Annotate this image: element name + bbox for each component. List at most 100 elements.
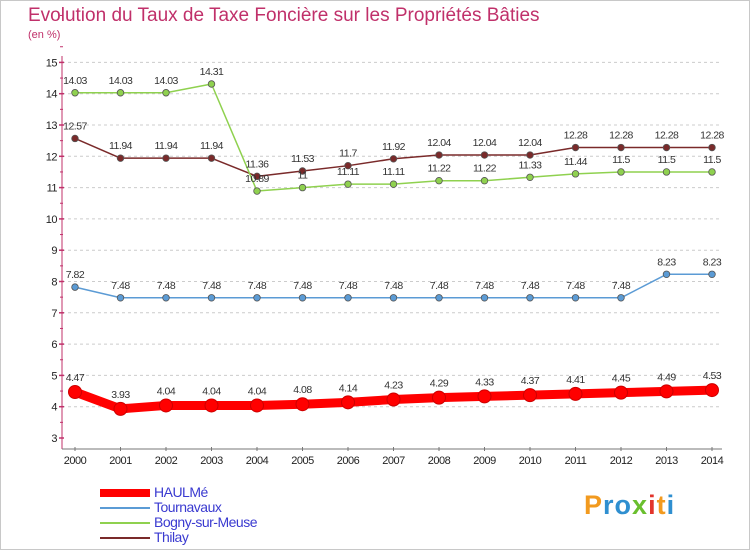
data-point	[571, 294, 580, 302]
data-point	[116, 89, 125, 97]
x-tick-label: 2009	[473, 455, 496, 467]
y-tick-label: 6	[51, 339, 57, 351]
data-point	[662, 270, 671, 279]
data-point	[659, 384, 674, 399]
data-point	[344, 161, 352, 170]
data-label: 7.48	[475, 280, 494, 292]
data-point	[113, 401, 128, 416]
data-point	[617, 168, 625, 176]
data-point	[614, 385, 628, 400]
data-label: 11.5	[658, 154, 676, 166]
data-label: 12.28	[700, 130, 724, 142]
data-label: 12.57	[63, 120, 87, 132]
data-labels: 12.57 11.94 11.94 11.94 11.36 11.53 11.7 11.92 1…	[63, 66, 725, 401]
data-label: 12.04	[473, 137, 497, 149]
y-tick-label: 3	[51, 433, 57, 445]
logo-letter: r	[603, 490, 615, 520]
data-label: 4.45	[612, 373, 631, 385]
data-label: 11.92	[382, 141, 406, 153]
logo-letter: P	[584, 490, 604, 520]
data-point	[480, 294, 489, 302]
data-point	[662, 143, 671, 152]
data-label: 11.11	[382, 166, 405, 178]
data-label: 11.22	[428, 163, 452, 175]
data-label: 11.33	[519, 159, 543, 171]
x-tick-label: 2000	[64, 455, 87, 467]
data-point	[480, 151, 489, 159]
data-point	[526, 151, 534, 159]
logo-letter: o	[614, 490, 633, 520]
data-label: 4.53	[703, 370, 722, 382]
data-point	[617, 143, 625, 152]
data-label: 11.94	[109, 140, 133, 152]
data-label: 4.04	[248, 385, 267, 397]
data-label: 12.28	[564, 130, 588, 142]
y-tick-label: 8	[51, 277, 57, 289]
data-point	[708, 168, 716, 176]
logo-letter: i	[648, 490, 657, 520]
legend-label: Tournavaux	[154, 499, 222, 515]
data-point	[389, 294, 398, 302]
data-label: 11.53	[291, 153, 315, 165]
data-label: 4.37	[521, 375, 540, 387]
data-label: 11.5	[703, 154, 721, 166]
x-tick-label: 2013	[655, 455, 678, 467]
x-tick-label: 2002	[155, 455, 178, 467]
x-tick-label: 2010	[519, 455, 542, 467]
data-label: 11.36	[246, 158, 270, 170]
y-axis-unit-label: (en %)	[28, 29, 61, 41]
data-point	[253, 294, 261, 302]
data-point	[435, 151, 443, 159]
data-label: 14.03	[109, 75, 133, 87]
x-tick-label: 2003	[200, 455, 223, 467]
data-label: 4.47	[66, 372, 85, 384]
data-point	[298, 167, 307, 175]
logo-letter: x	[632, 490, 649, 520]
data-point	[253, 187, 261, 195]
axes: 3 4 5 6 7 8 9 10 11 12 13 14 15 2000 2001 2002 2003 2004 2…	[46, 14, 724, 467]
x-tick-label: 2011	[565, 455, 587, 467]
data-point	[298, 294, 307, 302]
data-point	[116, 154, 125, 162]
data-point	[207, 80, 216, 88]
data-point	[708, 143, 716, 152]
data-point	[162, 154, 170, 162]
x-tick-label: 2007	[382, 455, 405, 467]
data-point	[162, 294, 170, 302]
data-label: 7.48	[202, 280, 221, 292]
data-label: 4.04	[157, 385, 176, 397]
y-tick-label: 14	[46, 89, 58, 101]
data-point	[68, 384, 82, 399]
data-point	[71, 134, 79, 143]
data-label: 12.28	[655, 130, 679, 142]
data-point	[71, 283, 79, 291]
y-tick-label: 15	[46, 57, 58, 69]
data-label: 4.29	[430, 378, 449, 390]
data-point	[571, 143, 580, 152]
data-point	[295, 397, 310, 412]
data-label: 11.5	[612, 154, 630, 166]
data-point	[708, 270, 716, 279]
data-label: 7.48	[157, 280, 176, 292]
data-point	[204, 398, 219, 413]
data-label: 7.48	[293, 280, 312, 292]
data-point	[480, 177, 489, 185]
data-point	[523, 388, 537, 403]
logo-letter: t	[656, 490, 667, 520]
data-label: 11.7	[339, 148, 357, 160]
data-label: 11	[298, 170, 309, 182]
proxiti-logo: Proxiti	[584, 490, 675, 521]
data-label: 4.41	[566, 374, 585, 386]
grid-lines	[62, 61, 722, 408]
data-label: 7.48	[521, 280, 540, 292]
data-point	[162, 89, 170, 97]
data-point	[526, 294, 534, 302]
data-label: 11.11	[337, 166, 360, 178]
x-tick-label: 2005	[291, 455, 314, 467]
y-tick-label: 5	[51, 370, 57, 382]
y-tick-label: 4	[51, 402, 57, 414]
legend-swatch	[100, 507, 150, 509]
data-point	[344, 180, 352, 188]
data-label: 7.82	[66, 269, 85, 281]
